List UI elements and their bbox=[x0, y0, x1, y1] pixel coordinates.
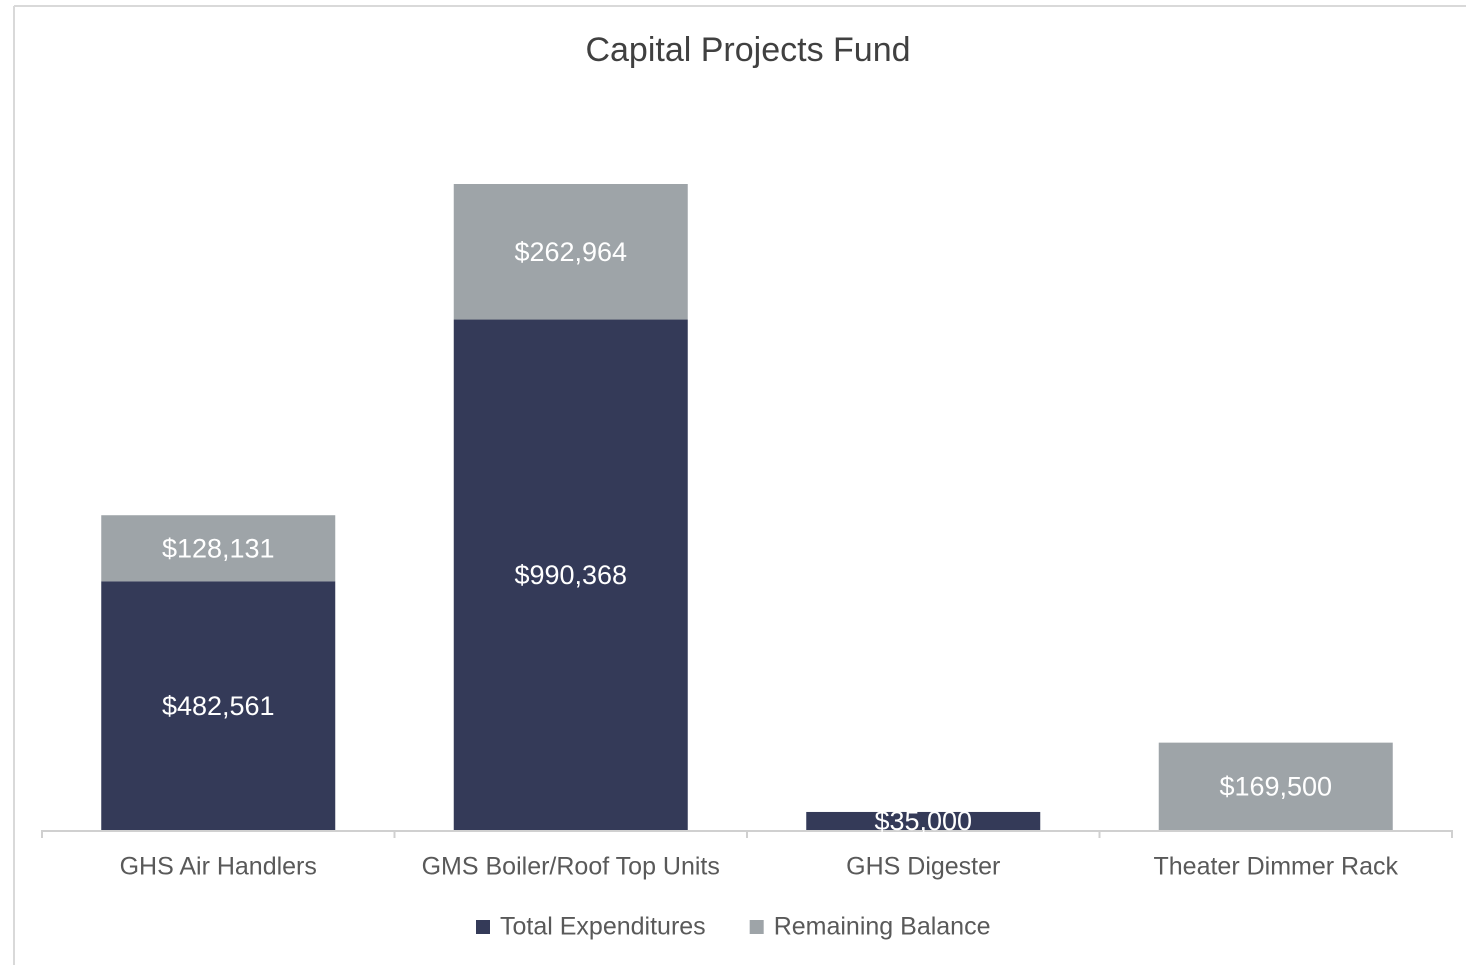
x-tick-label: GHS Air Handlers bbox=[120, 853, 317, 881]
data-label: $128,131 bbox=[162, 533, 275, 563]
bar-segment bbox=[101, 515, 336, 582]
chart-title: Capital Projects Fund bbox=[585, 31, 910, 69]
legend-swatch bbox=[749, 920, 764, 934]
legend-label: Total Expenditures bbox=[500, 913, 706, 941]
legend-label: Remaining Balance bbox=[774, 913, 991, 941]
data-label: $35,000 bbox=[874, 806, 972, 836]
bar-segment bbox=[806, 811, 1041, 830]
data-label: $482,561 bbox=[162, 691, 275, 721]
bar-segment bbox=[1158, 742, 1393, 830]
data-label: $990,368 bbox=[514, 560, 627, 590]
bar-segment bbox=[453, 184, 688, 320]
x-tick-label: Theater Dimmer Rack bbox=[1154, 853, 1399, 881]
data-label: $262,964 bbox=[514, 237, 627, 267]
data-label: $169,500 bbox=[1219, 771, 1332, 801]
x-tick-label: GHS Digester bbox=[846, 853, 1000, 881]
x-tick-label: GMS Boiler/Roof Top Units bbox=[422, 853, 720, 881]
bar-segment bbox=[101, 581, 336, 830]
bar-segment bbox=[453, 319, 688, 830]
legend-swatch bbox=[476, 920, 490, 934]
